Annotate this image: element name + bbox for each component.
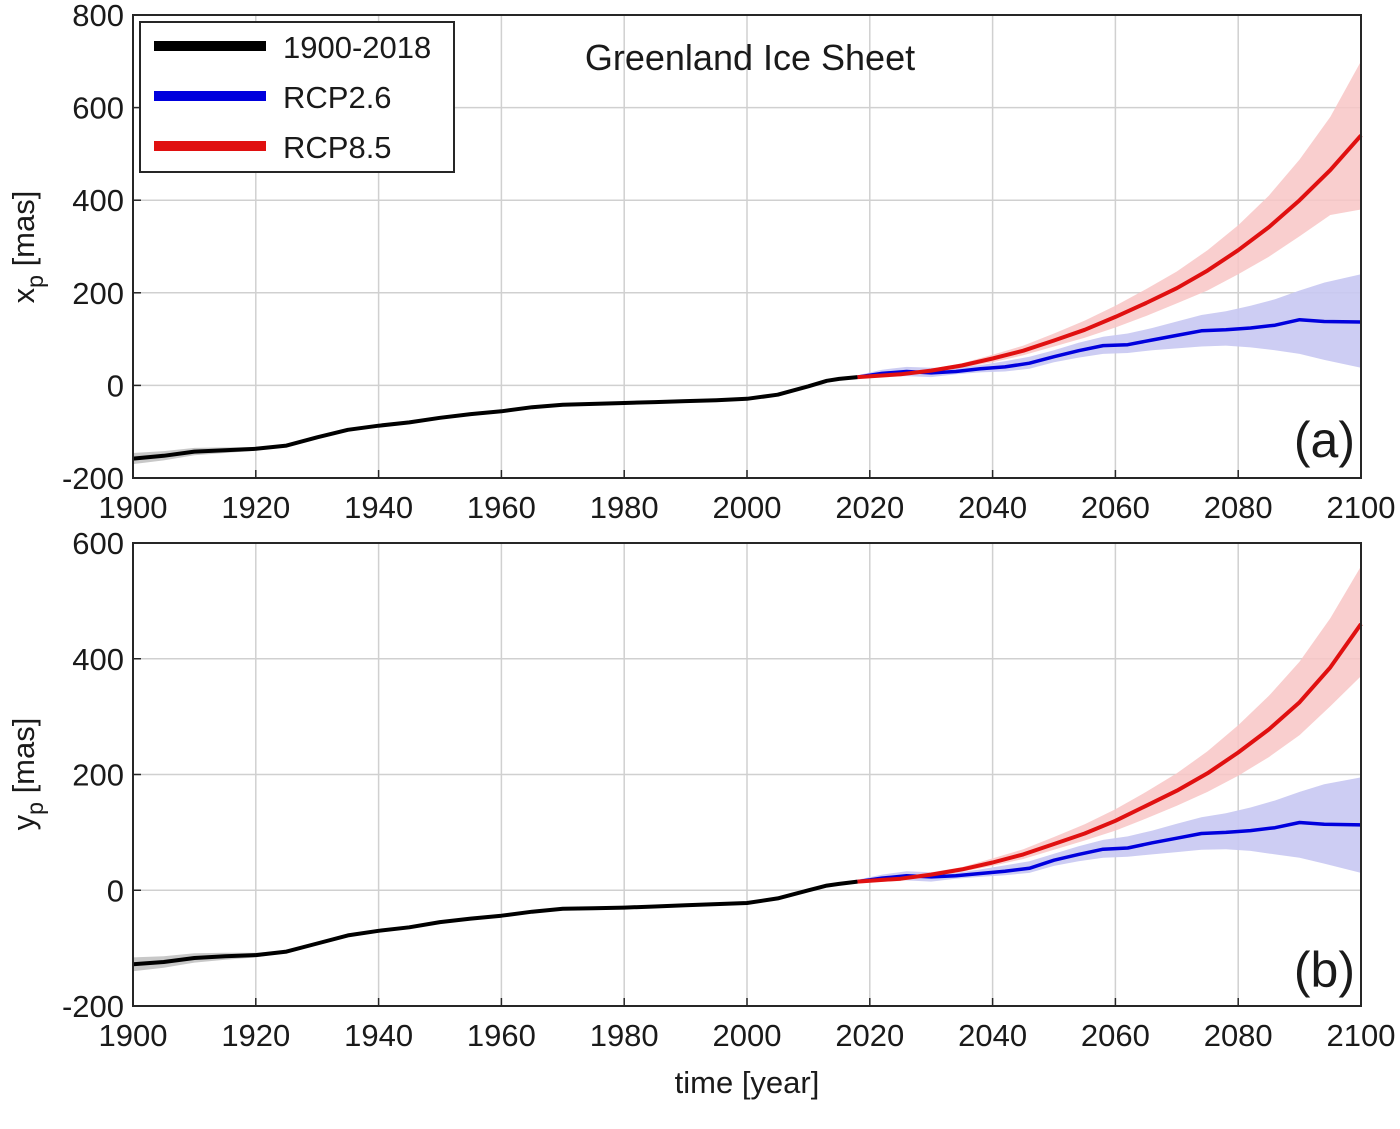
panel-a-ytick-label: 800 <box>72 0 124 33</box>
panel-a-rcp85-line <box>857 134 1363 380</box>
panel-a-rcp85-band <box>857 61 1361 379</box>
panel-a-ylabel-sub: p <box>22 275 48 288</box>
panel-b-xtick-label: 2020 <box>835 1018 904 1053</box>
panel-b-ylabel-unit: [mas] <box>6 718 41 802</box>
legend-label-rcp26: RCP2.6 <box>283 80 392 115</box>
panel-b-ylabel: yp [mas] <box>6 718 48 831</box>
panel-b-rcp26-line <box>857 820 1362 884</box>
panel-b-xtick-label: 2000 <box>713 1018 782 1053</box>
panel-a-rcp26-line <box>857 317 1362 379</box>
panel-b-xtick-label: 2040 <box>958 1018 1027 1053</box>
panel-a-xtick-label: 1900 <box>99 490 168 525</box>
panel-a-ytick-label: -200 <box>62 461 124 496</box>
panel-b-ytick-label: 400 <box>72 642 124 677</box>
panel-a-xtick-label: 2080 <box>1204 490 1273 525</box>
legend-label-rcp85: RCP8.5 <box>283 130 392 165</box>
panel-a-ytick-label: 0 <box>107 368 124 403</box>
panel-b: 1900 1920 1940 1960 1980 2000 2020 2040 2060 2080… <box>6 526 1395 1100</box>
panel-a-xtick-label: 2000 <box>713 490 782 525</box>
panel-a-xtick-label: 1920 <box>221 490 290 525</box>
panel-a: 1900 1920 1940 1960 1980 2000 2020 2040 2060 2080… <box>6 0 1395 525</box>
panel-a-ytick-label: 200 <box>72 276 124 311</box>
panel-b-ytick-label: 200 <box>72 758 124 793</box>
panel-b-xtick-label: 2100 <box>1327 1018 1396 1053</box>
panel-a-xtick-label: 2020 <box>835 490 904 525</box>
panel-b-xtick-label: 2080 <box>1204 1018 1273 1053</box>
panel-a-tag: (a) <box>1294 412 1355 468</box>
panel-a-ylabel-unit: [mas] <box>6 191 41 275</box>
panel-a-xtick-label: 2100 <box>1327 490 1396 525</box>
panel-b-xtick-label: 1900 <box>99 1018 168 1053</box>
panel-b-ylabel-sub: p <box>22 802 48 815</box>
panel-b-rcp85-band <box>857 566 1361 883</box>
panel-a-ytick-label: 400 <box>72 183 124 218</box>
panel-b-xtick-label: 1960 <box>467 1018 536 1053</box>
panel-b-xtick-label: 2060 <box>1081 1018 1150 1053</box>
panel-b-xtick-label: 1940 <box>344 1018 413 1053</box>
panel-b-xtick-label: 1980 <box>590 1018 659 1053</box>
panel-a-ytick-label: 600 <box>72 91 124 126</box>
panel-b-ytick-label: 0 <box>107 873 124 908</box>
panel-b-ytick-label: -200 <box>62 989 124 1024</box>
panel-b-lines <box>132 622 1363 967</box>
legend: 1900-2018 RCP2.6 RCP8.5 <box>139 21 455 173</box>
panel-a-xtick-label: 2060 <box>1081 490 1150 525</box>
panel-a-ylabel-main: x <box>6 287 41 303</box>
panel-a-lines <box>132 134 1363 461</box>
legend-label-observed: 1900-2018 <box>283 30 431 65</box>
panel-b-ylabel-main: y <box>6 814 41 830</box>
chart-title: Greenland Ice Sheet <box>585 37 915 78</box>
panel-a-tick-labels: 1900 1920 1940 1960 1980 2000 2020 2040 2060 2080… <box>62 0 1396 525</box>
panel-b-xtick-label: 1920 <box>221 1018 290 1053</box>
panel-a-xtick-label: 1960 <box>467 490 536 525</box>
panel-b-tag: (b) <box>1294 942 1355 998</box>
panel-a-ylabel: xp [mas] <box>6 191 48 304</box>
panel-b-tick-labels: 1900 1920 1940 1960 1980 2000 2020 2040 2060 2080… <box>62 526 1396 1053</box>
panel-a-xtick-label: 2040 <box>958 490 1027 525</box>
panel-b-observed-line <box>132 879 858 967</box>
panel-b-ytick-label: 600 <box>72 526 124 561</box>
panel-a-xtick-label: 1980 <box>590 490 659 525</box>
panel-a-observed-line <box>132 375 858 461</box>
x-axis-title: time [year] <box>675 1065 820 1100</box>
panel-b-rcp85-line <box>857 622 1363 884</box>
panel-a-xtick-label: 1940 <box>344 490 413 525</box>
